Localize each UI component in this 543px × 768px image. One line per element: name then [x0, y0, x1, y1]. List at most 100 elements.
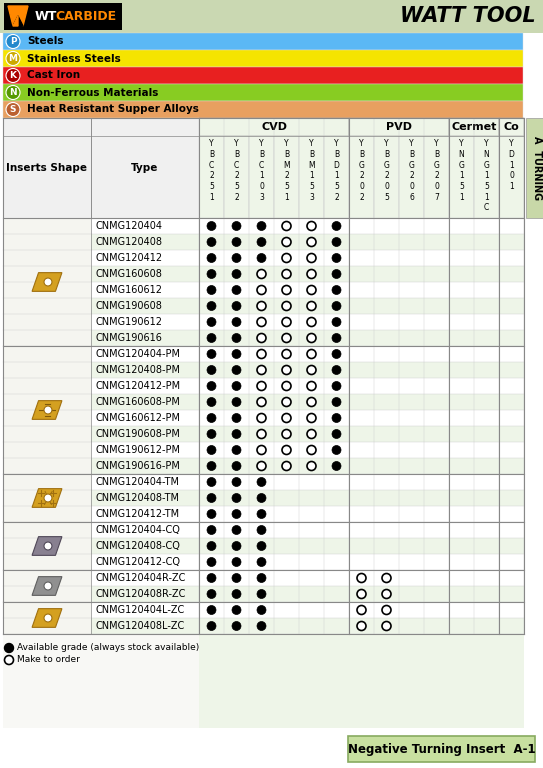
Circle shape: [232, 621, 241, 631]
Bar: [91, 282, 199, 298]
Bar: [91, 586, 199, 602]
Bar: [199, 118, 524, 728]
Text: Steels: Steels: [27, 37, 64, 47]
Bar: [399, 136, 424, 218]
Bar: [526, 118, 543, 218]
Circle shape: [257, 317, 266, 326]
Bar: [199, 314, 524, 330]
Bar: [3, 282, 91, 298]
Circle shape: [232, 605, 241, 614]
Circle shape: [282, 317, 291, 326]
Circle shape: [232, 525, 241, 535]
Bar: [199, 378, 524, 394]
Bar: [324, 136, 349, 218]
Bar: [91, 218, 199, 234]
Circle shape: [257, 349, 266, 359]
Circle shape: [207, 398, 216, 406]
Circle shape: [257, 286, 266, 294]
Bar: [3, 506, 91, 522]
Circle shape: [207, 413, 216, 422]
Circle shape: [232, 253, 241, 263]
Bar: [199, 330, 524, 346]
Circle shape: [232, 541, 241, 551]
Circle shape: [257, 398, 266, 406]
Bar: [3, 554, 91, 570]
Bar: [449, 118, 499, 136]
Circle shape: [207, 349, 216, 359]
Circle shape: [332, 398, 341, 406]
Polygon shape: [32, 273, 62, 291]
Bar: [3, 410, 91, 426]
Circle shape: [282, 429, 291, 439]
Circle shape: [282, 462, 291, 471]
Circle shape: [232, 366, 241, 375]
Circle shape: [257, 462, 266, 471]
Polygon shape: [13, 16, 18, 26]
Polygon shape: [8, 6, 28, 26]
Circle shape: [332, 382, 341, 390]
Circle shape: [6, 51, 20, 65]
Text: CNMG120408L-ZC: CNMG120408L-ZC: [96, 621, 185, 631]
Circle shape: [332, 429, 341, 439]
Bar: [199, 250, 524, 266]
Circle shape: [307, 317, 316, 326]
Text: Cast Iron: Cast Iron: [27, 71, 80, 81]
Text: Y
B
G
2
0
7: Y B G 2 0 7: [433, 139, 439, 202]
Circle shape: [207, 237, 216, 247]
Bar: [3, 522, 91, 538]
Circle shape: [44, 406, 52, 414]
Text: CNMG120408-TM: CNMG120408-TM: [96, 493, 180, 503]
Text: WATT TOOL: WATT TOOL: [400, 6, 536, 27]
Bar: [3, 118, 91, 218]
Circle shape: [332, 302, 341, 310]
Text: CNMG160612-PM: CNMG160612-PM: [96, 413, 181, 423]
Bar: [91, 314, 199, 330]
Bar: [91, 118, 199, 218]
Text: CNMG190616-PM: CNMG190616-PM: [96, 461, 181, 471]
Circle shape: [332, 366, 341, 375]
Text: S: S: [10, 105, 16, 114]
Text: Heat Resistant Supper Alloys: Heat Resistant Supper Alloys: [27, 104, 199, 114]
Circle shape: [282, 349, 291, 359]
Bar: [3, 330, 91, 346]
Bar: [3, 490, 91, 506]
Bar: [3, 33, 523, 50]
Circle shape: [357, 621, 366, 631]
Circle shape: [232, 413, 241, 422]
Circle shape: [257, 413, 266, 422]
Text: CARBIDE: CARBIDE: [55, 10, 116, 23]
Bar: [199, 298, 524, 314]
Circle shape: [257, 445, 266, 455]
Circle shape: [307, 237, 316, 247]
Text: N: N: [9, 88, 17, 97]
Circle shape: [207, 590, 216, 598]
Text: CNMG120412-CQ: CNMG120412-CQ: [96, 557, 181, 567]
Circle shape: [207, 509, 216, 518]
Circle shape: [332, 413, 341, 422]
Bar: [3, 442, 91, 458]
Circle shape: [207, 221, 216, 230]
Bar: [91, 522, 199, 538]
Bar: [199, 118, 349, 136]
Text: CNMG120412-TM: CNMG120412-TM: [96, 509, 180, 519]
Circle shape: [332, 462, 341, 471]
FancyBboxPatch shape: [348, 736, 535, 762]
Bar: [3, 586, 91, 602]
Circle shape: [207, 462, 216, 471]
Text: CNMG120408R-ZC: CNMG120408R-ZC: [96, 589, 186, 599]
Circle shape: [307, 302, 316, 310]
Circle shape: [207, 429, 216, 439]
Circle shape: [307, 221, 316, 230]
Circle shape: [357, 590, 366, 598]
Circle shape: [207, 270, 216, 279]
Circle shape: [232, 302, 241, 310]
Circle shape: [232, 478, 241, 486]
Circle shape: [207, 494, 216, 502]
Circle shape: [207, 478, 216, 486]
Text: Non-Ferrous Materials: Non-Ferrous Materials: [27, 88, 159, 98]
Bar: [199, 506, 524, 522]
Circle shape: [207, 317, 216, 326]
Text: CNMG120412-PM: CNMG120412-PM: [96, 381, 181, 391]
Text: Y
N
G
1
5
1: Y N G 1 5 1: [458, 139, 464, 202]
Circle shape: [257, 253, 266, 263]
